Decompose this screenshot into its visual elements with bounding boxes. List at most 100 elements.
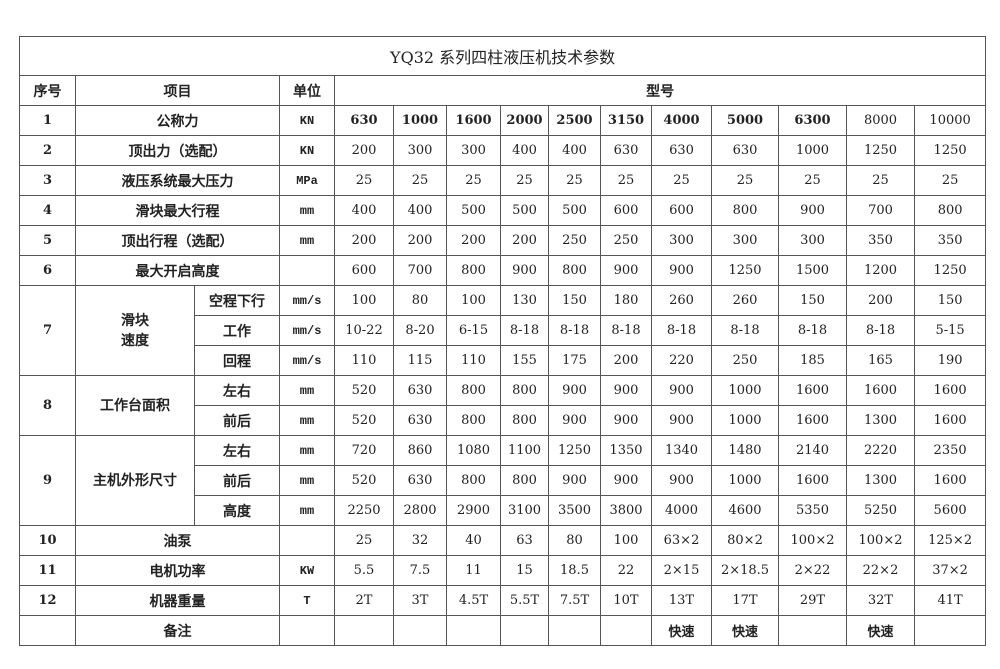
row-unit: KN <box>279 135 335 166</box>
row-item: 油泵 <box>75 525 280 556</box>
row-unit: KW <box>279 555 335 586</box>
value-cell: 630 <box>334 105 394 136</box>
value-cell <box>500 615 549 646</box>
value-cell: 260 <box>651 285 712 316</box>
value-cell: 7.5T <box>548 585 601 616</box>
value-cell: 8000 <box>846 105 915 136</box>
value-cell: 600 <box>334 255 394 286</box>
value-cell: 1480 <box>711 435 779 466</box>
table-row: 8 工作台面积 左右 mm 520 630 800 800 900 900 900 1000 1600 1… <box>19 375 987 436</box>
value-cell: 900 <box>778 195 847 226</box>
value-cell: 800 <box>548 255 601 286</box>
value-cell: 900 <box>600 405 652 436</box>
value-cell: 32T <box>846 585 915 616</box>
row-item: 机器重量 <box>75 585 280 616</box>
table-row: 10 油泵 25 32 40 63 80 100 63×2 80×2 100×2 100×2 125×2 <box>19 525 987 556</box>
value-cell: 1000 <box>778 135 847 166</box>
value-cell: 37×2 <box>913 555 987 586</box>
table-row: 11 电机功率 KW 5.5 7.5 11 15 18.5 22 2×15 2×18.5 2×22 22… <box>19 555 987 586</box>
header-unit: 单位 <box>279 75 335 106</box>
row-item: 电机功率 <box>75 555 280 586</box>
row-number: 11 <box>19 555 76 586</box>
spec-table: YQ32 系列四柱液压机技术参数 序号 项目 单位 型号 1 公称力 KN 630 10… <box>18 36 987 646</box>
value-cell: 150 <box>778 285 847 316</box>
table-row: 前后 mm 520 630 800 800 900 900 900 1000 1600 1300 160… <box>20 465 987 496</box>
value-cell: 29T <box>778 585 847 616</box>
value-cell: 600 <box>600 195 652 226</box>
value-cell: 1500 <box>778 255 847 286</box>
value-cell: 2T <box>334 585 394 616</box>
value-cell: 5600 <box>913 495 987 526</box>
table-row: 前后 mm 520 630 800 800 900 900 900 1000 1600 1300 160… <box>20 405 987 436</box>
value-cell: 2000 <box>500 105 549 136</box>
row-unit: mm/s <box>279 345 335 376</box>
value-cell: 25 <box>711 165 779 196</box>
row-unit: KN <box>279 105 335 136</box>
value-cell: 快速 <box>651 615 712 646</box>
value-cell: 15 <box>500 555 549 586</box>
value-cell: 1300 <box>846 465 915 496</box>
title-row: YQ32 系列四柱液压机技术参数 <box>18 36 987 76</box>
value-cell: 100 <box>600 525 652 556</box>
value-cell: 25 <box>548 165 601 196</box>
value-cell: 40 <box>446 525 501 556</box>
value-cell: 185 <box>778 345 847 376</box>
value-cell: 200 <box>600 345 652 376</box>
value-cell: 8-18 <box>651 315 712 346</box>
value-cell: 80×2 <box>711 525 779 556</box>
value-cell: 5.5T <box>500 585 549 616</box>
value-cell: 630 <box>393 405 447 436</box>
value-cell: 125×2 <box>913 525 987 556</box>
value-cell: 720 <box>334 435 394 466</box>
value-cell: 22 <box>600 555 652 586</box>
value-cell: 80 <box>548 525 601 556</box>
row-item: 滑块 速度 <box>75 285 195 376</box>
value-cell: 900 <box>651 375 712 406</box>
value-cell <box>393 615 447 646</box>
value-cell: 900 <box>651 405 712 436</box>
row-subitem: 工作 <box>194 315 280 346</box>
value-cell: 300 <box>711 225 779 256</box>
value-cell: 800 <box>711 195 779 226</box>
value-cell: 25 <box>778 165 847 196</box>
row-unit: MPa <box>279 165 335 196</box>
value-cell: 520 <box>334 465 394 496</box>
value-cell: 900 <box>548 375 601 406</box>
value-cell: 300 <box>393 135 447 166</box>
row-number: 1 <box>19 105 76 136</box>
table-row: 2 顶出力（选配） KN 200 300 300 400 400 630 630 630 1000 12… <box>19 135 987 166</box>
row-item: 顶出行程（选配） <box>75 225 280 256</box>
value-cell: 1600 <box>913 375 987 406</box>
header-model: 型号 <box>333 75 987 106</box>
value-cell: 1600 <box>913 405 987 436</box>
value-cell: 500 <box>446 195 501 226</box>
value-cell: 630 <box>393 465 447 496</box>
table-title: YQ32 系列四柱液压机技术参数 <box>18 36 987 76</box>
value-cell: 1350 <box>600 435 652 466</box>
row-unit: mm <box>279 405 335 436</box>
row-subitem: 前后 <box>194 405 280 436</box>
value-cell: 8-18 <box>846 315 915 346</box>
row-number: 2 <box>19 135 76 166</box>
value-cell: 3500 <box>548 495 601 526</box>
value-cell <box>548 615 601 646</box>
value-cell: 1200 <box>846 255 915 286</box>
row-subitem: 前后 <box>194 465 280 496</box>
value-cell: 5-15 <box>913 315 987 346</box>
row-unit <box>279 255 335 286</box>
row-unit: mm <box>279 495 335 526</box>
value-cell: 1250 <box>711 255 779 286</box>
value-cell: 200 <box>846 285 915 316</box>
value-cell: 2900 <box>446 495 501 526</box>
value-cell: 快速 <box>846 615 915 646</box>
value-cell: 190 <box>913 345 987 376</box>
value-cell: 800 <box>500 465 549 496</box>
value-cell: 32 <box>393 525 447 556</box>
table-row: 高度 mm 2250 2800 2900 3100 3500 3800 4000 4600 5350… <box>20 495 987 526</box>
value-cell: 150 <box>548 285 601 316</box>
value-cell: 900 <box>600 255 652 286</box>
value-cell: 3800 <box>600 495 652 526</box>
row-unit: mm <box>279 465 335 496</box>
value-cell: 63×2 <box>651 525 712 556</box>
value-cell: 800 <box>913 195 987 226</box>
